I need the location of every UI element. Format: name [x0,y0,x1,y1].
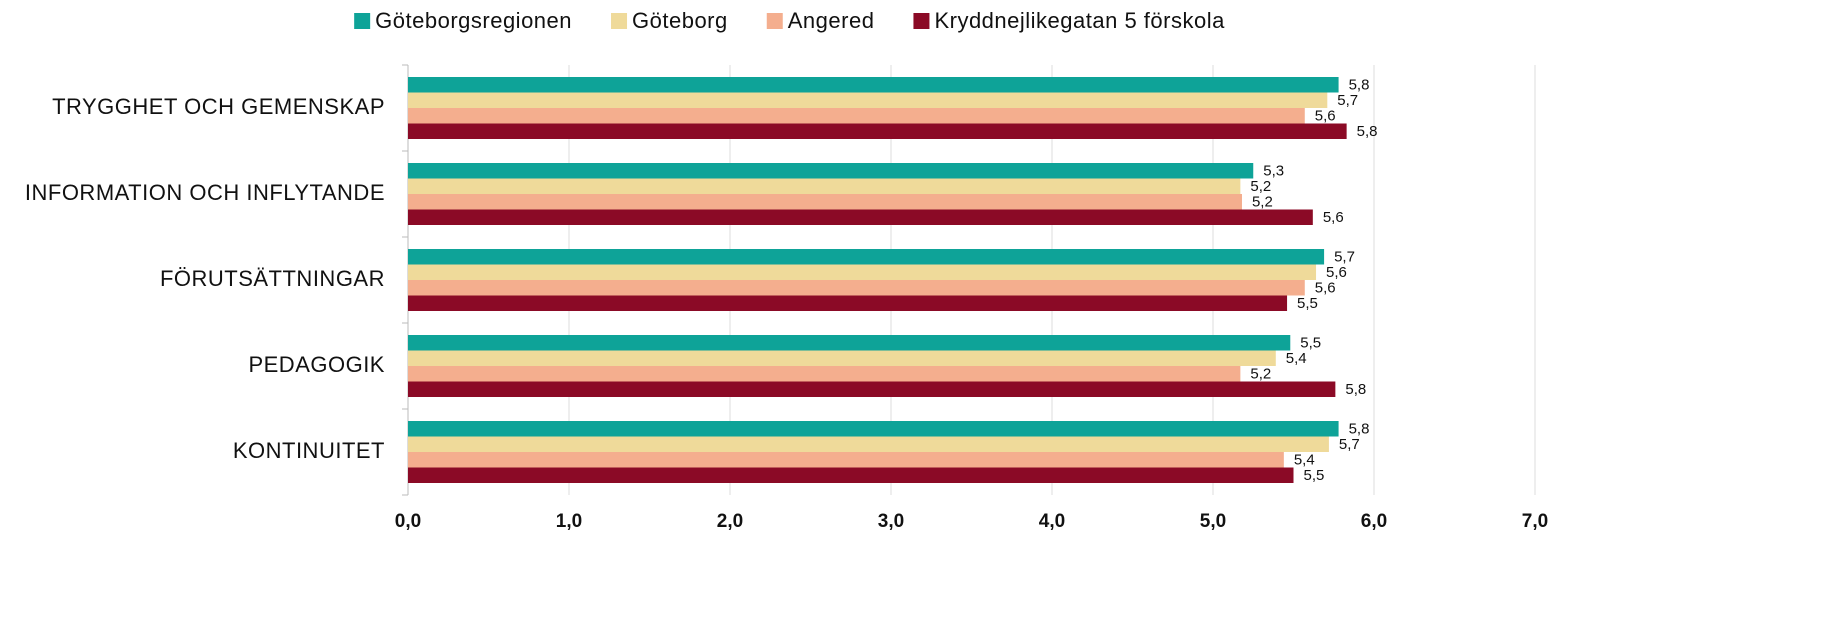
bar [408,108,1305,124]
value-label: 5,5 [1304,467,1325,484]
bar [408,366,1241,382]
legend-swatch [611,13,628,29]
bar [408,92,1328,108]
bar [408,77,1339,93]
x-tick-label: 2,0 [717,511,743,532]
bar [408,163,1254,179]
category-label: INFORMATION OCH INFLYTANDE [25,180,385,205]
bar [408,452,1284,468]
value-label: 5,2 [1252,194,1273,211]
value-label: 5,2 [1250,178,1271,195]
bar [408,335,1291,351]
bar [408,421,1339,437]
value-label: 5,2 [1250,366,1271,383]
value-label: 5,6 [1326,264,1347,281]
value-label: 5,4 [1294,452,1315,469]
legend-item: Angered [766,8,875,33]
x-tick-label: 3,0 [878,511,904,532]
bar [408,209,1313,225]
category-label: PEDAGOGIK [248,352,385,377]
value-label: 5,6 [1323,209,1344,226]
legend-swatch [913,13,930,29]
x-tick-label: 5,0 [1200,511,1226,532]
x-tick-label: 6,0 [1361,511,1387,532]
value-label: 5,8 [1349,77,1370,94]
value-label: 5,5 [1300,335,1321,352]
x-tick-label: 4,0 [1039,511,1065,532]
legend-item: Göteborgsregionen [354,8,572,33]
x-tick-label: 0,0 [395,511,421,532]
value-label: 5,3 [1263,163,1284,180]
bar [408,381,1336,397]
bar [408,467,1294,483]
value-label: 5,6 [1315,280,1336,297]
value-label: 5,7 [1334,249,1355,266]
legend-item: Göteborg [611,8,728,33]
x-tick-label: 7,0 [1522,511,1548,532]
legend-label: Angered [788,8,875,33]
category-label: FÖRUTSÄTTNINGAR [160,266,385,291]
value-label: 5,6 [1315,108,1336,125]
legend-item: Kryddnejlikegatan 5 förskola [913,8,1225,33]
legend-swatch [766,13,783,29]
bar [408,350,1276,366]
bar [408,295,1288,311]
value-label: 5,7 [1337,92,1358,109]
x-tick-label: 1,0 [556,511,582,532]
legend-swatch [354,13,371,29]
legend-label: Kryddnejlikegatan 5 förskola [934,8,1225,33]
value-label: 5,8 [1345,381,1366,398]
bar [408,178,1241,194]
category-label: KONTINUITET [233,438,385,463]
bar [408,123,1347,139]
category-label: TRYGGHET OCH GEMENSKAP [52,94,385,119]
value-label: 5,8 [1349,421,1370,438]
value-label: 5,4 [1286,350,1307,367]
bar [408,194,1242,210]
value-label: 5,8 [1357,123,1378,140]
bar [408,264,1317,280]
value-label: 5,5 [1297,295,1318,312]
value-label: 5,7 [1339,436,1360,453]
bar [408,249,1325,265]
bar [408,280,1305,296]
legend-label: Göteborgsregionen [375,8,572,33]
bar [408,436,1329,452]
legend-label: Göteborg [632,8,728,33]
